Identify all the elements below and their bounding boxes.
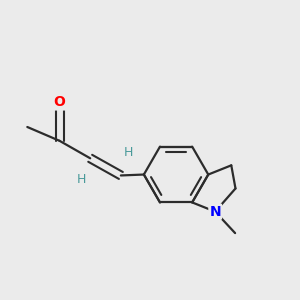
Text: H: H — [76, 173, 86, 186]
Text: H: H — [124, 146, 133, 159]
Text: O: O — [54, 95, 65, 110]
Text: N: N — [209, 205, 221, 219]
